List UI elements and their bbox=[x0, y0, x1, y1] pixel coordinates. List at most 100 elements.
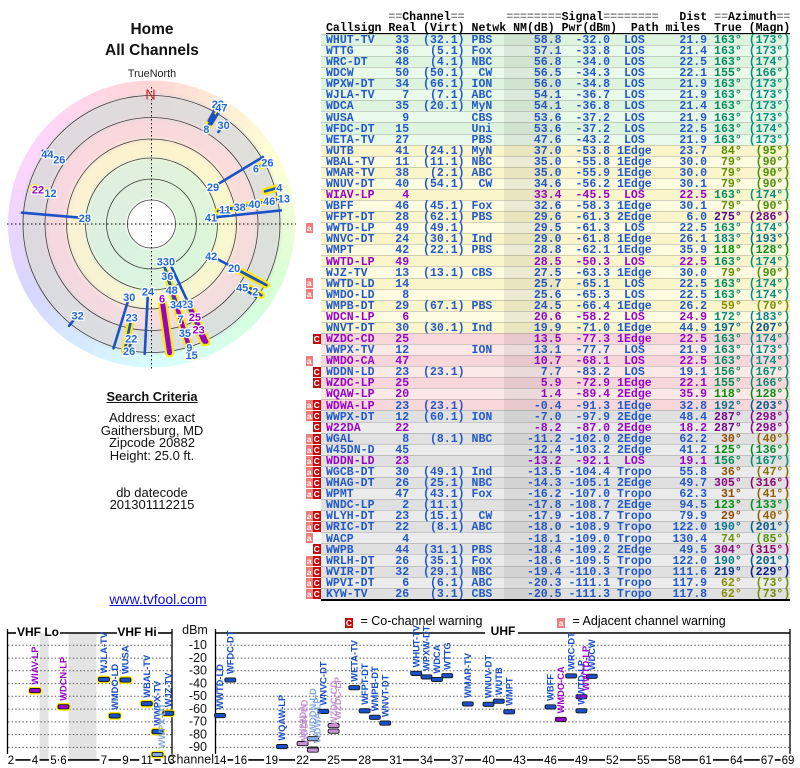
svg-text:47: 47 bbox=[185, 350, 197, 362]
svg-text:43: 43 bbox=[513, 755, 526, 767]
svg-text:WZDC-LP: WZDC-LP bbox=[333, 677, 343, 720]
svg-text:WMPT: WMPT bbox=[504, 677, 514, 706]
svg-text:-40: -40 bbox=[189, 676, 207, 690]
svg-text:6: 6 bbox=[159, 293, 165, 305]
svg-text:23: 23 bbox=[126, 312, 138, 324]
svg-text:34: 34 bbox=[420, 755, 433, 767]
svg-text:16: 16 bbox=[234, 755, 247, 767]
svg-text:-30: -30 bbox=[189, 664, 207, 678]
svg-text:-20: -20 bbox=[189, 651, 207, 665]
svg-text:WDDN-LD: WDDN-LD bbox=[308, 688, 318, 733]
svg-text:WWPX-TV: WWPX-TV bbox=[153, 680, 163, 726]
svg-text:VHF Lo: VHF Lo bbox=[17, 625, 59, 639]
svg-text:WBFF: WBFF bbox=[546, 674, 556, 701]
svg-text:WWTD-LP: WWTD-LP bbox=[581, 646, 591, 691]
svg-text:WRC-DT: WRC-DT bbox=[566, 632, 576, 670]
svg-text:29: 29 bbox=[207, 182, 219, 194]
svg-text:WNVC-DT: WNVC-DT bbox=[319, 661, 329, 705]
svg-text:31: 31 bbox=[389, 755, 402, 767]
svg-text:23: 23 bbox=[192, 324, 204, 336]
svg-text:22: 22 bbox=[125, 333, 137, 345]
svg-text:36: 36 bbox=[161, 270, 173, 282]
svg-text:20: 20 bbox=[228, 263, 240, 275]
svg-text:WIAV-LP: WIAV-LP bbox=[30, 647, 40, 685]
svg-text:WUSA: WUSA bbox=[121, 645, 131, 674]
svg-text:26: 26 bbox=[261, 157, 273, 169]
svg-text:23: 23 bbox=[181, 299, 193, 311]
svg-text:13: 13 bbox=[278, 193, 290, 205]
svg-text:WHUT-TV: WHUT-TV bbox=[411, 624, 421, 667]
svg-text:WDCA: WDCA bbox=[432, 644, 442, 673]
svg-text:7: 7 bbox=[177, 313, 183, 325]
svg-text:WETA-TV: WETA-TV bbox=[350, 639, 360, 681]
svg-text:VHF Hi: VHF Hi bbox=[117, 625, 156, 639]
svg-text:64: 64 bbox=[730, 755, 743, 767]
svg-text:49: 49 bbox=[575, 755, 588, 767]
svg-text:25: 25 bbox=[189, 312, 201, 324]
svg-text:37: 37 bbox=[451, 755, 464, 767]
svg-text:12: 12 bbox=[44, 188, 56, 200]
svg-text:50: 50 bbox=[163, 256, 175, 268]
svg-text:22: 22 bbox=[32, 184, 44, 196]
svg-text:-10: -10 bbox=[189, 638, 207, 652]
svg-text:7: 7 bbox=[101, 755, 107, 767]
svg-text:2: 2 bbox=[8, 755, 14, 767]
svg-text:25: 25 bbox=[185, 350, 197, 362]
svg-text:30: 30 bbox=[123, 291, 135, 303]
svg-text:41: 41 bbox=[205, 212, 217, 224]
svg-text:6: 6 bbox=[60, 755, 66, 767]
svg-text:WFDC-DT: WFDC-DT bbox=[226, 630, 236, 674]
svg-text:22: 22 bbox=[296, 755, 309, 767]
svg-text:WPXW-DT: WPXW-DT bbox=[422, 625, 432, 671]
svg-text:52: 52 bbox=[606, 755, 619, 767]
svg-text:47: 47 bbox=[215, 102, 227, 114]
svg-text:45: 45 bbox=[236, 282, 248, 294]
svg-text:19: 19 bbox=[265, 755, 278, 767]
svg-text:69: 69 bbox=[782, 755, 795, 767]
svg-text:67: 67 bbox=[761, 755, 774, 767]
svg-text:6: 6 bbox=[253, 163, 259, 175]
svg-text:24: 24 bbox=[142, 286, 155, 298]
svg-text:Channel: Channel bbox=[167, 753, 214, 767]
svg-text:-90: -90 bbox=[189, 740, 207, 754]
svg-text:11: 11 bbox=[141, 755, 153, 767]
svg-text:25: 25 bbox=[327, 755, 340, 767]
svg-text:WDCN-LP: WDCN-LP bbox=[59, 657, 69, 701]
svg-text:15: 15 bbox=[185, 350, 197, 362]
svg-text:49: 49 bbox=[185, 350, 197, 362]
svg-text:WJLA-TV: WJLA-TV bbox=[99, 631, 109, 673]
svg-text:40: 40 bbox=[248, 199, 260, 211]
svg-text:58: 58 bbox=[668, 755, 681, 767]
svg-text:32: 32 bbox=[71, 310, 83, 322]
svg-text:38: 38 bbox=[234, 201, 246, 213]
svg-text:23: 23 bbox=[212, 99, 224, 111]
svg-text:WDCW: WDCW bbox=[587, 639, 597, 670]
svg-text:WNVT-DT: WNVT-DT bbox=[380, 674, 390, 717]
svg-text:13: 13 bbox=[162, 755, 175, 767]
svg-text:N: N bbox=[145, 87, 155, 103]
svg-text:61: 61 bbox=[699, 755, 712, 767]
svg-text:WFPT-DT: WFPT-DT bbox=[360, 663, 370, 705]
svg-text:WMDO-CA: WMDO-CA bbox=[556, 666, 566, 713]
svg-text:WTTG: WTTG bbox=[442, 642, 452, 669]
svg-text:40: 40 bbox=[482, 755, 495, 767]
svg-text:9: 9 bbox=[186, 342, 192, 354]
svg-text:WMAR-TV: WMAR-TV bbox=[463, 652, 473, 698]
svg-text:48: 48 bbox=[166, 285, 178, 297]
svg-text:28: 28 bbox=[358, 755, 371, 767]
svg-text:WNUV-DT: WNUV-DT bbox=[484, 655, 494, 699]
svg-text:-70: -70 bbox=[189, 715, 207, 729]
svg-text:WUTB: WUTB bbox=[494, 667, 504, 695]
svg-text:49: 49 bbox=[185, 350, 197, 362]
svg-text:WZDC-CD: WZDC-CD bbox=[329, 681, 339, 726]
svg-text:WWPX-DT: WWPX-DT bbox=[157, 703, 167, 749]
svg-text:11: 11 bbox=[219, 204, 231, 216]
svg-text:UHF: UHF bbox=[491, 624, 516, 638]
svg-text:44: 44 bbox=[41, 148, 54, 160]
svg-text:26: 26 bbox=[53, 154, 65, 166]
svg-text:34: 34 bbox=[170, 299, 183, 311]
svg-text:WWTD-LD: WWTD-LD bbox=[215, 664, 225, 710]
svg-text:WMDO-LD: WMDO-LD bbox=[110, 664, 120, 710]
svg-text:27: 27 bbox=[185, 350, 197, 362]
svg-text:WDWA-LP: WDWA-LP bbox=[312, 698, 322, 743]
